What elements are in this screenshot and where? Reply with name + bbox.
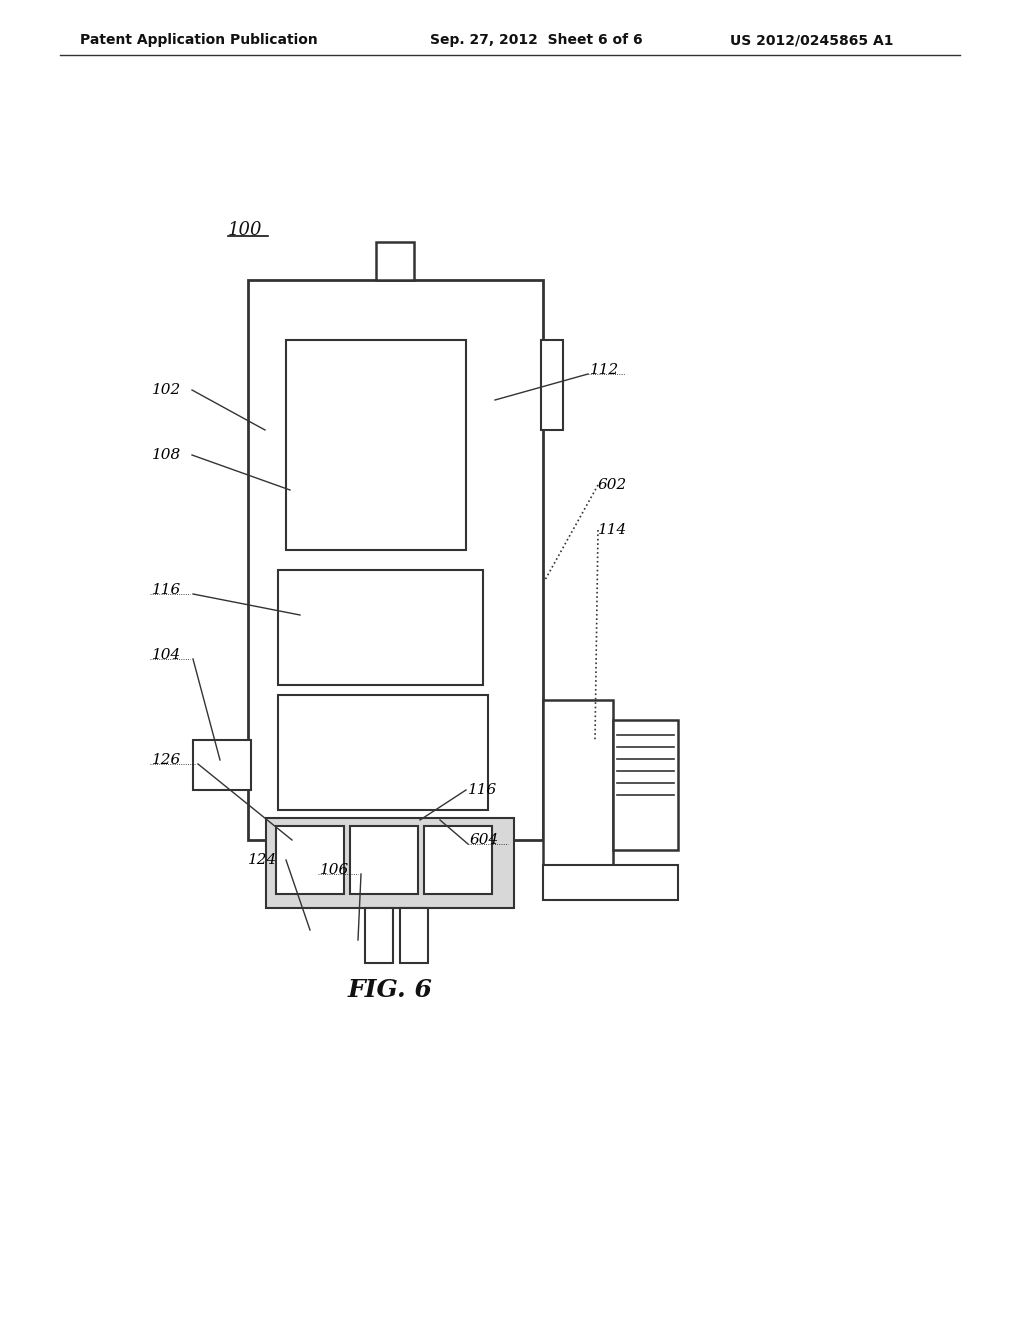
Text: 602: 602 bbox=[598, 478, 628, 492]
Text: 116: 116 bbox=[468, 783, 498, 797]
FancyBboxPatch shape bbox=[365, 908, 393, 964]
Text: 108: 108 bbox=[152, 447, 181, 462]
Text: US 2012/0245865 A1: US 2012/0245865 A1 bbox=[730, 33, 894, 48]
Text: FIG. 6: FIG. 6 bbox=[347, 978, 432, 1002]
FancyBboxPatch shape bbox=[400, 908, 428, 964]
FancyBboxPatch shape bbox=[276, 826, 344, 894]
FancyBboxPatch shape bbox=[424, 826, 492, 894]
FancyBboxPatch shape bbox=[541, 341, 563, 430]
FancyBboxPatch shape bbox=[376, 242, 414, 280]
Text: 112: 112 bbox=[590, 363, 620, 378]
Text: 102: 102 bbox=[152, 383, 181, 397]
Text: Sep. 27, 2012  Sheet 6 of 6: Sep. 27, 2012 Sheet 6 of 6 bbox=[430, 33, 643, 48]
Text: 126: 126 bbox=[152, 752, 181, 767]
Text: Patent Application Publication: Patent Application Publication bbox=[80, 33, 317, 48]
Text: 604: 604 bbox=[470, 833, 500, 847]
Text: 100: 100 bbox=[228, 220, 262, 239]
Text: 114: 114 bbox=[598, 523, 628, 537]
FancyBboxPatch shape bbox=[278, 696, 488, 810]
FancyBboxPatch shape bbox=[613, 719, 678, 850]
FancyBboxPatch shape bbox=[543, 865, 678, 900]
Text: 106: 106 bbox=[319, 863, 349, 876]
FancyBboxPatch shape bbox=[248, 280, 543, 840]
FancyBboxPatch shape bbox=[286, 341, 466, 550]
FancyBboxPatch shape bbox=[350, 826, 418, 894]
FancyBboxPatch shape bbox=[278, 570, 483, 685]
FancyBboxPatch shape bbox=[193, 741, 251, 789]
FancyBboxPatch shape bbox=[266, 818, 514, 908]
Text: 116: 116 bbox=[152, 583, 181, 597]
Text: 104: 104 bbox=[152, 648, 181, 663]
Text: 124: 124 bbox=[248, 853, 278, 867]
FancyBboxPatch shape bbox=[543, 700, 613, 865]
